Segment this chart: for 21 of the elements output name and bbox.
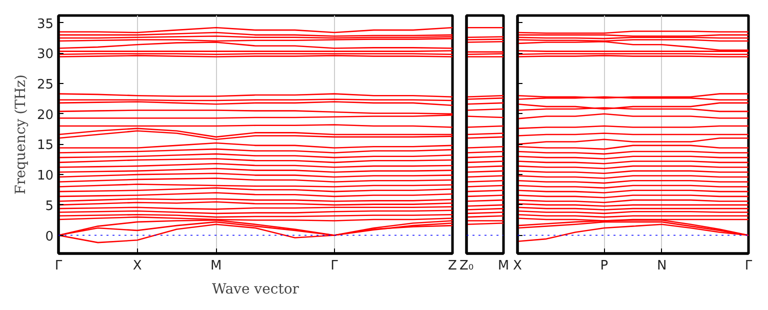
x-tick-label: X (132, 258, 142, 274)
x-tick-label: Z (448, 258, 458, 274)
x-tick-label: Γ (54, 258, 63, 274)
y-tick-label: 30 (36, 47, 54, 62)
x-tick-label: Z₀ (460, 258, 474, 274)
y-tick-label: 25 (36, 78, 54, 92)
x-axis-title: Wave vector (212, 282, 300, 298)
y-tick-label: 35 (36, 16, 54, 32)
y-tick-label: 0 (45, 229, 54, 244)
x-tick-label: P (600, 258, 608, 274)
x-tick-label: X (513, 258, 522, 274)
y-tick-label: 15 (36, 138, 54, 154)
x-tick-label: Γ (744, 258, 753, 274)
x-tick-label: N (657, 258, 667, 274)
x-tick-label: Γ (330, 258, 339, 274)
y-tick-label: 5 (45, 198, 54, 214)
y-tick-label: 20 (36, 108, 54, 123)
x-tick-label: M (210, 258, 222, 274)
y-tick-label: 10 (36, 168, 54, 184)
x-tick-label: M (498, 258, 510, 274)
y-axis-title: Frequency (THz) (12, 74, 29, 195)
